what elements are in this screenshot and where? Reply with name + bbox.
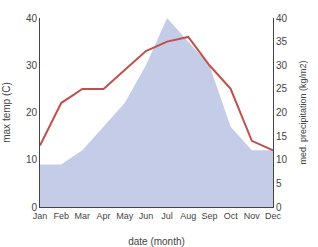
svg-text:0: 0: [276, 202, 282, 213]
svg-text:35: 35: [276, 36, 288, 47]
svg-text:0: 0: [31, 202, 37, 213]
svg-text:Dec: Dec: [265, 211, 282, 221]
svg-text:Mar: Mar: [75, 211, 91, 221]
svg-text:Sep: Sep: [201, 211, 217, 221]
svg-text:25: 25: [276, 83, 288, 94]
svg-text:max temp (C): max temp (C): [1, 82, 12, 143]
svg-text:Nov: Nov: [244, 211, 261, 221]
svg-text:Feb: Feb: [53, 211, 69, 221]
svg-text:Jun: Jun: [139, 211, 154, 221]
svg-text:May: May: [116, 211, 134, 221]
svg-text:Apr: Apr: [97, 211, 111, 221]
svg-text:med. precipitation (kg/m2): med. precipitation (kg/m2): [298, 60, 308, 164]
svg-text:10: 10: [276, 154, 288, 165]
svg-text:40: 40: [276, 13, 288, 24]
svg-text:40: 40: [26, 13, 38, 24]
svg-text:20: 20: [26, 107, 38, 118]
svg-text:date (month): date (month): [128, 236, 185, 247]
svg-text:Jan: Jan: [33, 211, 48, 221]
svg-text:Aug: Aug: [180, 211, 196, 221]
svg-text:15: 15: [276, 131, 288, 142]
svg-text:Oct: Oct: [224, 211, 239, 221]
svg-text:Jul: Jul: [161, 211, 173, 221]
svg-text:30: 30: [276, 60, 288, 71]
svg-text:10: 10: [26, 154, 38, 165]
svg-text:20: 20: [276, 107, 288, 118]
svg-text:5: 5: [276, 178, 282, 189]
svg-text:30: 30: [26, 60, 38, 71]
